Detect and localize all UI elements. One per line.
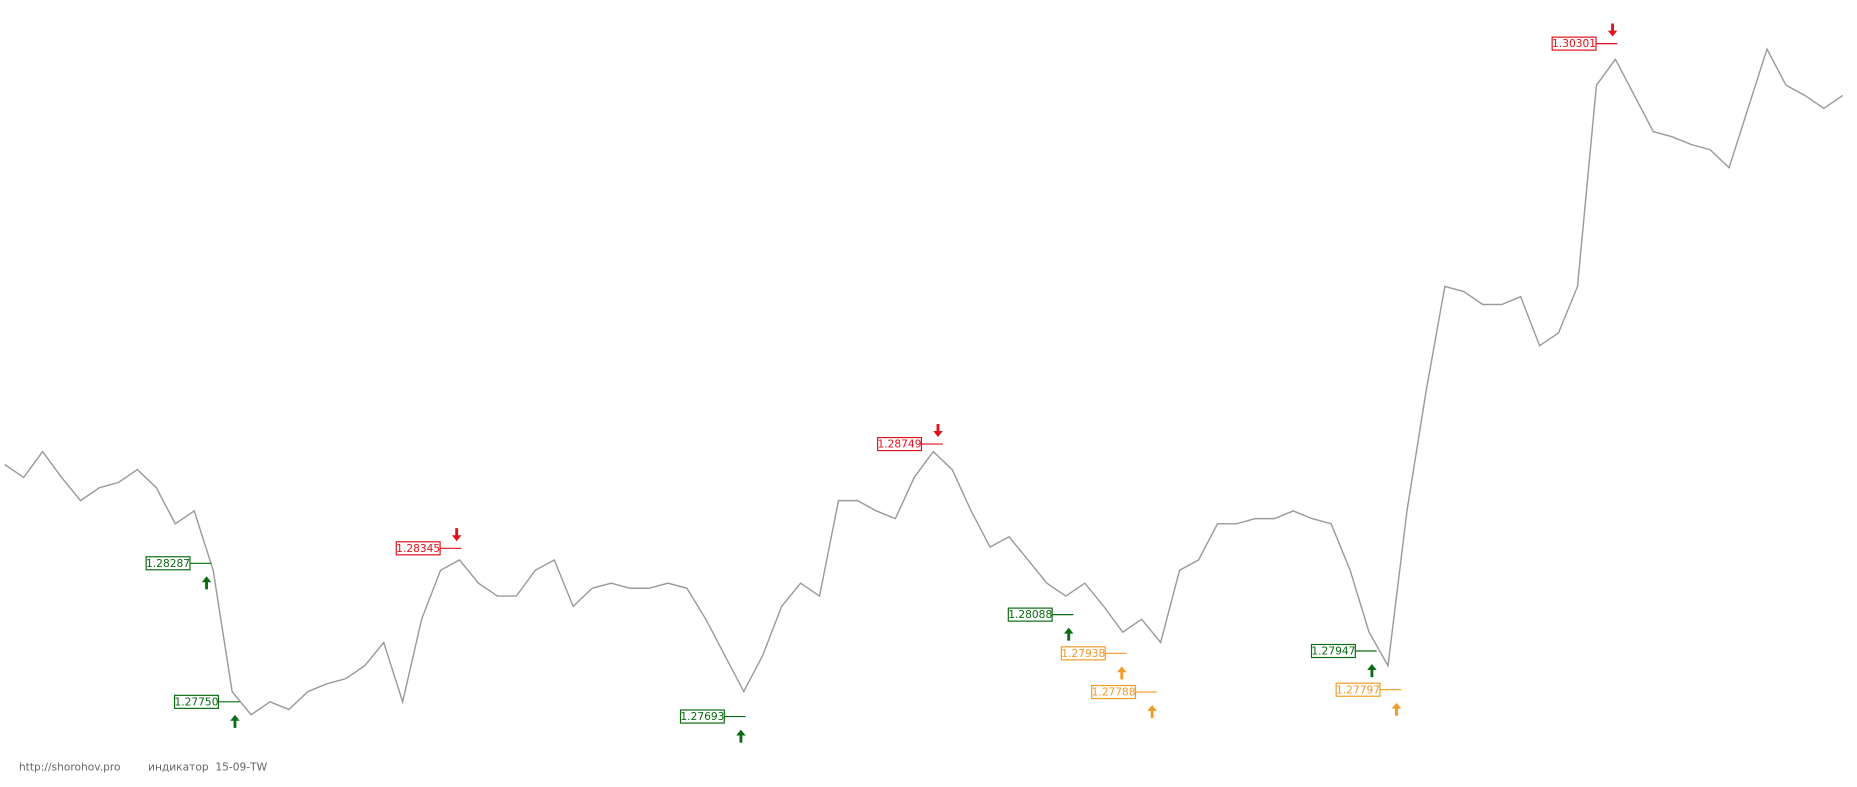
signal-arrow [933,423,943,437]
signal-box [876,436,922,452]
signal-arrow [736,729,746,743]
signal-label: 1.28287 [146,557,190,570]
signal-box [1551,36,1597,51]
footer-site: http://shorohov.pro [19,760,121,773]
price-line [4,47,1844,716]
signal-label: 1.28749 [877,438,921,451]
signal-label: 1.27797 [1336,683,1380,696]
signal-box [1335,682,1381,697]
signal-box [395,541,441,556]
signal-arrow [1147,705,1157,719]
signal-arrow [451,528,462,542]
signal-label: 1.30301 [1552,37,1596,50]
signal-arrow [1391,702,1402,716]
signal-arrow [1607,23,1618,37]
signal-box [1310,643,1356,659]
signal-box [1007,607,1053,622]
signal-arrow [1063,627,1074,641]
signal-box [145,556,191,571]
signal-label: 1.27693 [680,710,724,723]
signal-box [1060,646,1106,661]
signal-arrow [201,576,212,590]
signal-box [679,709,725,724]
signal-box [173,694,219,709]
signal-arrow [1117,666,1127,680]
signal-label: 1.28345 [396,542,440,555]
signal-label: 1.27938 [1061,647,1105,660]
signal-box [1091,684,1137,700]
signal-label: 1.27788 [1092,686,1136,699]
footer-note: индикатор 15-09-TW [148,760,268,773]
signal-label: 1.28088 [1008,608,1052,621]
signal-label: 1.27750 [174,695,218,708]
signal-label: 1.27947 [1311,645,1355,658]
signal-arrow [1367,664,1377,678]
signal-arrow [230,714,240,728]
